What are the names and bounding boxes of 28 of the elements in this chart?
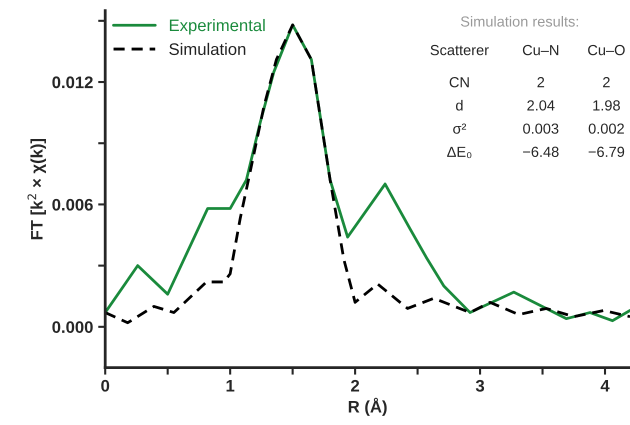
annotation: 2	[537, 77, 544, 88]
annotation: 2	[603, 77, 610, 88]
annotation: Cu–N	[522, 44, 558, 56]
annotation: −6.48	[523, 146, 559, 157]
x-tick-label: 4	[600, 380, 610, 392]
annotation: 1.98	[593, 100, 620, 111]
annotation: CN	[450, 77, 469, 88]
annotation: Cu–O	[588, 44, 625, 56]
y-axis-title: FT [k$^{2}$ × χ(k)]	[27, 138, 46, 240]
annotation: 0.003	[523, 123, 558, 134]
y-tick-label: 0.012	[52, 76, 93, 88]
annotation: σ²	[453, 124, 466, 134]
legend-label: Experimental	[170, 18, 265, 34]
annotation: ΔE₀	[447, 146, 472, 158]
annotation: −6.79	[588, 146, 624, 157]
annotation: 0.002	[588, 123, 624, 134]
x-tick-label: 1	[226, 380, 234, 392]
y-tick-label: 0.006	[52, 198, 93, 211]
annotation: Scatterer	[430, 44, 489, 56]
annotation: d	[456, 100, 463, 111]
legend-label: Simulation	[169, 42, 246, 56]
x-axis-title: R (Å)	[348, 398, 387, 416]
y-tick-label: 0.000	[52, 321, 93, 334]
annotation: Simulation results:	[460, 16, 578, 27]
annotation: 2.04	[527, 100, 555, 111]
x-tick-label: 0	[101, 380, 110, 392]
x-tick-label: 2	[351, 380, 360, 392]
x-tick-label: 3	[476, 380, 484, 392]
